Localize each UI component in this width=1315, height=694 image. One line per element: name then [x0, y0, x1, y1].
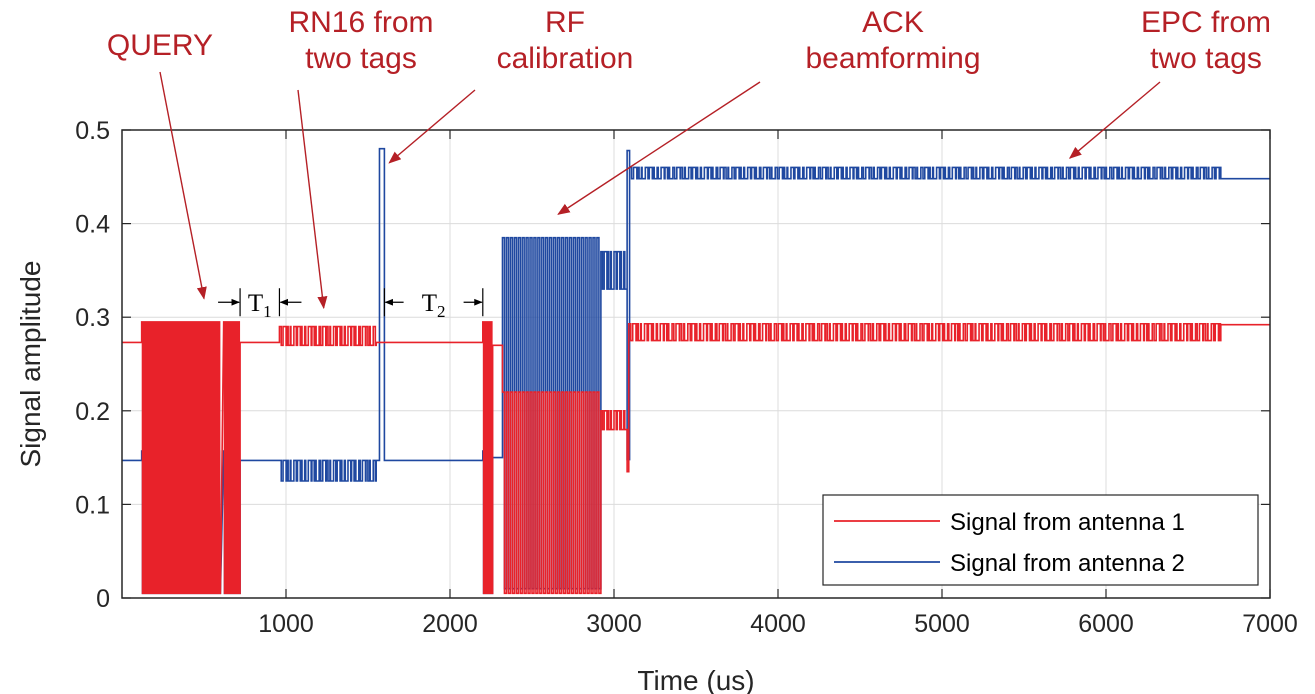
interval-0-subscript: 1 [263, 302, 272, 321]
x-tick-label-4: 5000 [914, 610, 970, 638]
x-tick-label-2: 3000 [586, 610, 642, 638]
interval-1: T2 [383, 288, 484, 321]
annotation-4-text-1: two tags [1150, 42, 1262, 75]
x-tick-label-6: 7000 [1242, 610, 1298, 638]
series-layer [122, 147, 1270, 595]
axis-ticks: 1000 2000 3000 4000 5000 6000 7000 0 0.1 0.2 0.3 0.… [75, 117, 1298, 638]
annotation-3-text-1: beamforming [805, 42, 980, 75]
x-tick-label-5: 6000 [1078, 610, 1134, 638]
x-tick-label-0: 1000 [258, 610, 314, 638]
y-tick-label-1: 0.1 [75, 491, 110, 519]
annotation-3-arrow [557, 81, 761, 215]
annotation-0-arrow [159, 71, 207, 300]
y-tick-label-0: 0 [96, 585, 110, 613]
annotation-2-text-0: RF [545, 6, 585, 39]
y-tick-label-4: 0.4 [75, 211, 110, 239]
series-line-antenna-1 [122, 321, 1270, 595]
y-tick-label-2: 0.2 [75, 398, 110, 426]
annotation-1-arrow [297, 89, 328, 310]
interval-1-subscript: 2 [437, 302, 446, 321]
annotation-2-arrow [388, 89, 476, 164]
x-tick-label-3: 4000 [750, 610, 806, 638]
legend-label-antenna-1: Signal from antenna 1 [950, 509, 1185, 536]
legend-box [822, 494, 1259, 586]
legend: Signal from antenna 1 Signal from antenn… [822, 494, 1259, 586]
annotation-2-text-1: calibration [497, 42, 634, 75]
y-tick-label-3: 0.3 [75, 304, 110, 332]
annotation-0: QUERY [107, 29, 213, 300]
x-tick-label-1: 2000 [422, 610, 478, 638]
grid-lines [122, 130, 1270, 598]
x-axis-label: Time (us) [637, 665, 754, 694]
interval-markers: T1 T2 [218, 288, 484, 321]
annotation-4-text-0: EPC from [1141, 6, 1271, 39]
interval-0-label: T1 [248, 290, 272, 321]
annotation-3-text-0: ACK [862, 6, 924, 39]
y-tick-label-5: 0.5 [75, 117, 110, 145]
annotation-0-text-0: QUERY [107, 29, 213, 62]
plot-area-border [121, 129, 1271, 599]
y-axis-label: Signal amplitude [15, 260, 46, 467]
interval-1-label: T2 [422, 290, 446, 321]
annotation-1-text-1: two tags [305, 42, 417, 75]
annotation-1-text-0: RN16 from [288, 6, 433, 39]
legend-label-antenna-2: Signal from antenna 2 [950, 550, 1185, 577]
interval-0: T1 [218, 288, 302, 321]
annotation-4-arrow [1068, 81, 1161, 159]
